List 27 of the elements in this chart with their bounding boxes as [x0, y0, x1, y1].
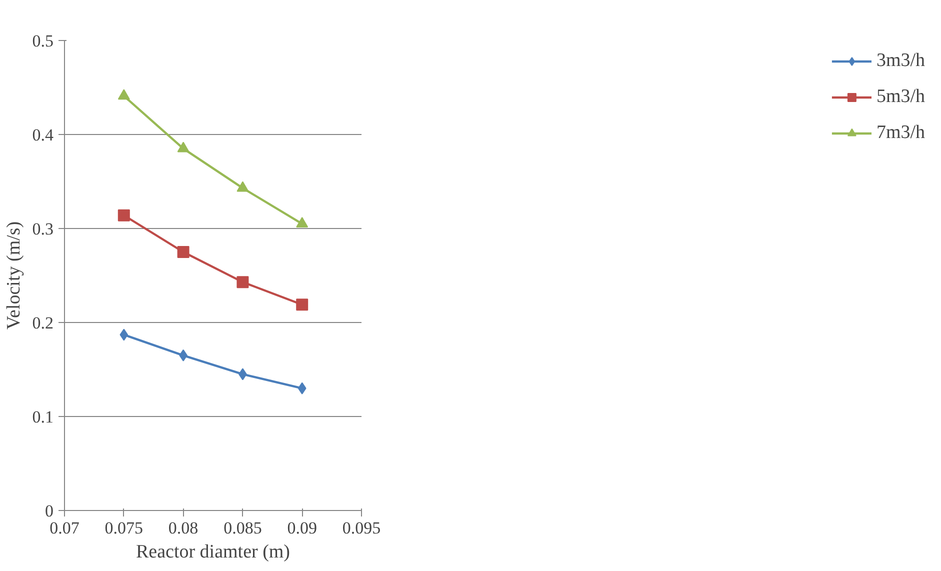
y-tick-label: 0 [45, 502, 54, 520]
point [118, 89, 130, 100]
point [120, 328, 128, 341]
legend-label: 5m3/h [876, 86, 925, 108]
point [298, 382, 306, 394]
point [177, 246, 190, 258]
legend-label: 3m3/h [876, 50, 925, 72]
legend-label: 7m3/h [876, 122, 925, 144]
x-tick-label: 0.08 [168, 518, 198, 538]
y-axis-title: Velocity (m/s) [3, 221, 24, 330]
point [236, 276, 249, 288]
point [177, 142, 190, 152]
point [296, 298, 308, 311]
y-tick-label: 0.1 [32, 408, 54, 426]
x-tick-label: 0.095 [342, 518, 381, 538]
y-tick-label: 0.5 [32, 32, 54, 50]
x-tick-label: 0.07 [50, 518, 80, 538]
x-tick-label: 0.085 [224, 518, 262, 538]
y-tick-label: 0.3 [32, 220, 54, 238]
y-tick-label: 0.2 [32, 314, 54, 332]
point [236, 181, 249, 192]
x-axis-title: Reactor diamter (m) [136, 542, 290, 562]
point [118, 209, 130, 222]
x-tick-label: 0.09 [287, 518, 317, 538]
x-tick-label: 0.075 [104, 518, 144, 538]
point [296, 216, 308, 228]
y-tick-label: 0.4 [32, 126, 54, 144]
